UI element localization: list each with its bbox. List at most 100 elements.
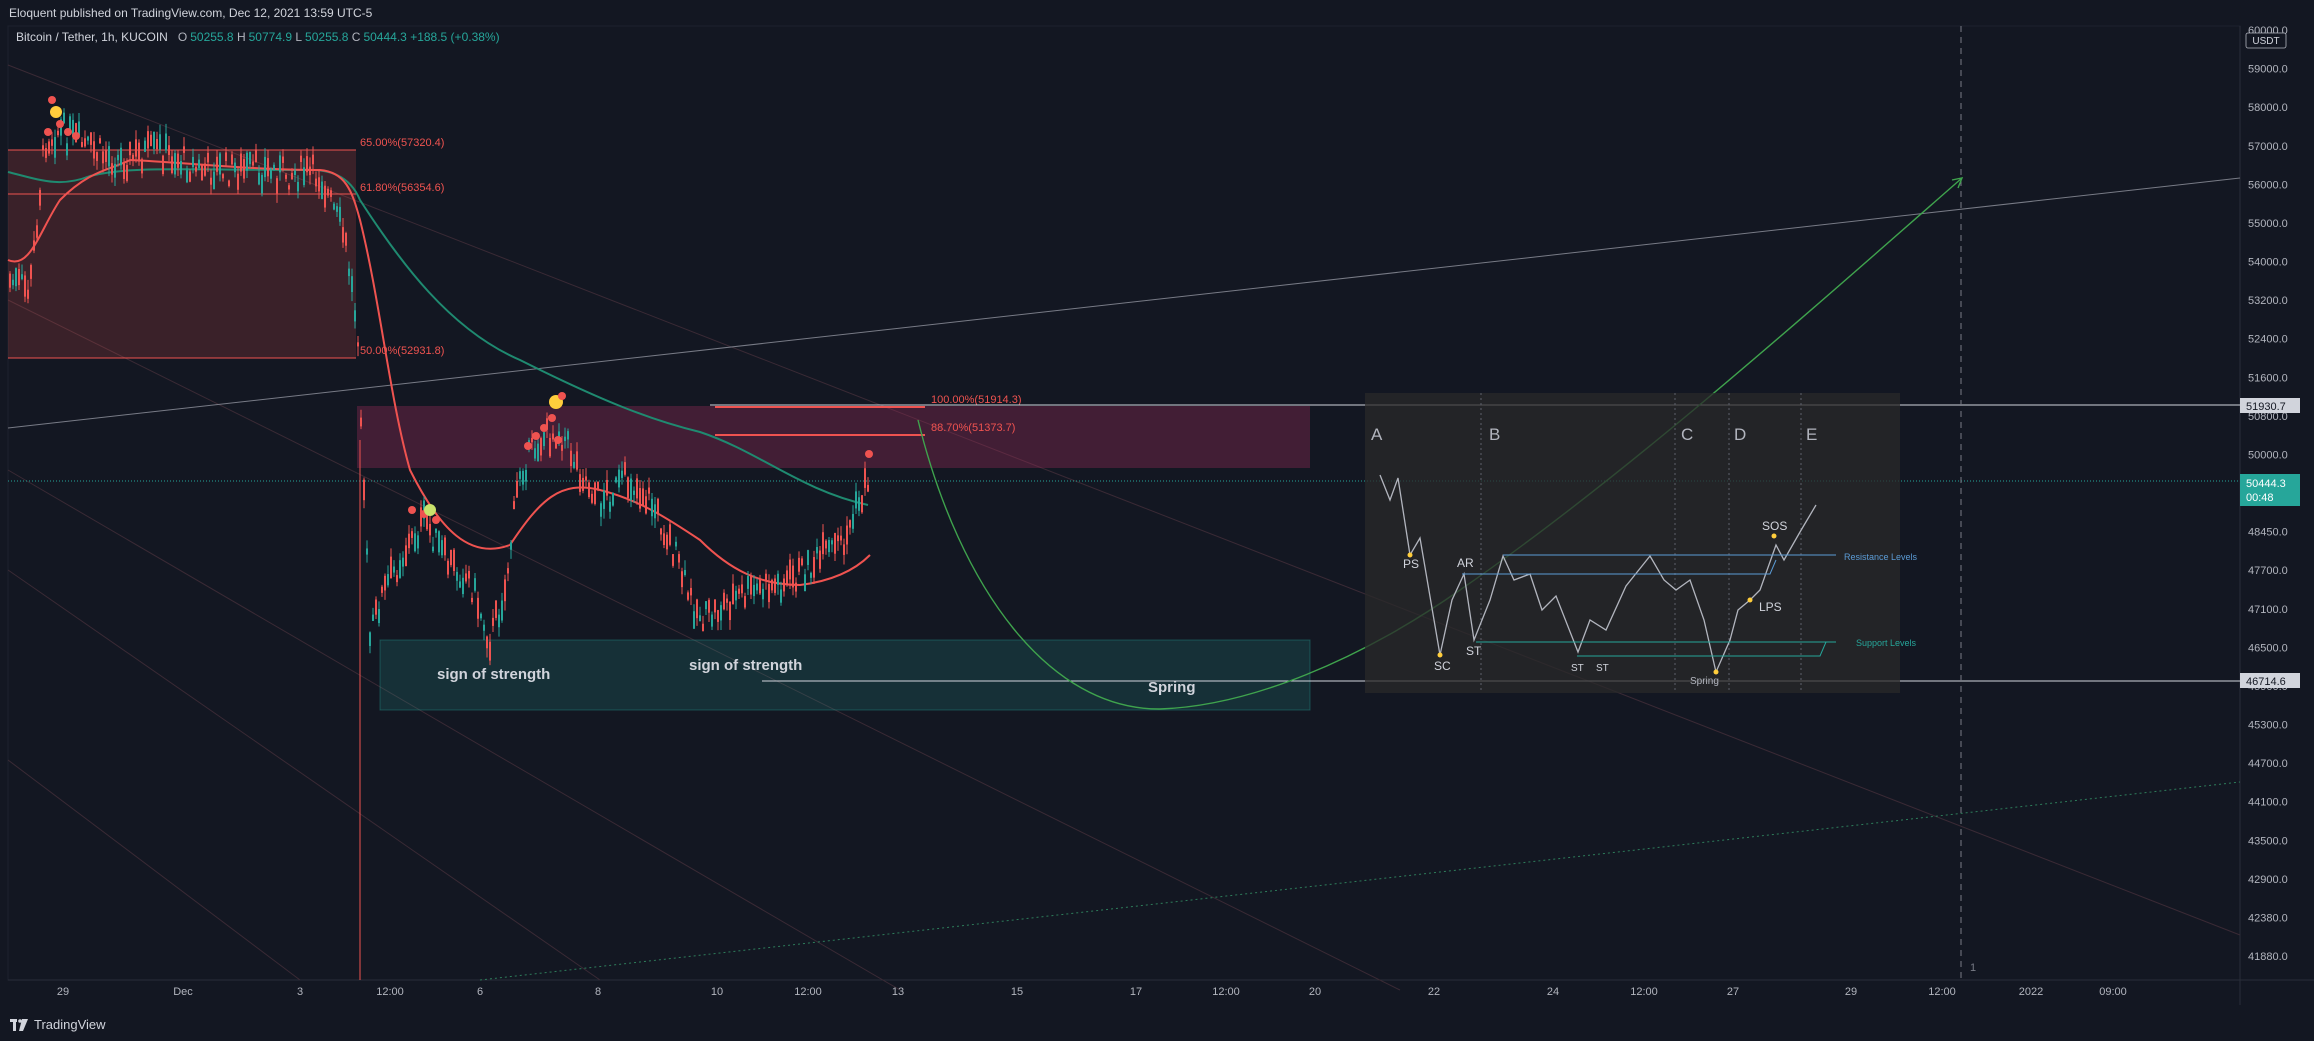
candle-body bbox=[81, 142, 83, 147]
candle-body bbox=[69, 116, 71, 135]
candle-body bbox=[219, 153, 221, 175]
candle-body bbox=[105, 150, 107, 162]
rising-grey-trendline[interactable] bbox=[7, 177, 2241, 429]
support-price-badge: 46714.6 bbox=[2240, 673, 2300, 688]
candle-body bbox=[99, 138, 101, 144]
candle-body bbox=[333, 203, 335, 210]
candle-body bbox=[834, 533, 836, 554]
candle-body bbox=[657, 498, 659, 515]
time-tick-label: 3 bbox=[297, 986, 303, 998]
candle-body bbox=[633, 490, 635, 495]
price-tick-label: 53200.0 bbox=[2248, 295, 2288, 307]
candle-body bbox=[183, 146, 185, 153]
candle-body bbox=[321, 181, 323, 199]
footer-bar: TradingView bbox=[0, 1006, 2314, 1041]
candle-body bbox=[273, 164, 275, 171]
candle-body bbox=[666, 534, 668, 550]
candle-body bbox=[459, 581, 461, 588]
fib-label-618: 61.80%(56354.6) bbox=[360, 182, 444, 194]
time-tick-label: 15 bbox=[1011, 986, 1023, 998]
candle-body bbox=[252, 161, 254, 166]
candle-body bbox=[141, 159, 143, 174]
candle-body bbox=[222, 174, 224, 179]
time-tick-label: 22 bbox=[1428, 986, 1440, 998]
candle-body bbox=[561, 444, 563, 451]
candle-body bbox=[477, 597, 479, 619]
candle-body bbox=[411, 531, 413, 538]
candle-body bbox=[453, 549, 455, 572]
phase-c: C bbox=[1681, 425, 1693, 444]
candle-body bbox=[867, 484, 869, 492]
time-tick-label: 12:00 bbox=[376, 986, 404, 998]
candle-body bbox=[462, 577, 464, 595]
candle-body bbox=[402, 557, 404, 567]
phase-a: A bbox=[1371, 425, 1383, 444]
candle-body bbox=[339, 206, 341, 222]
time-axis[interactable]: 29 Dec 3 12:00 6 8 10 12:00 13 15 17 12:00 20 22 24 12:… bbox=[57, 986, 2127, 998]
projection-curve[interactable] bbox=[917, 177, 1963, 710]
event-st-2: ST bbox=[1571, 663, 1584, 674]
candle-body bbox=[639, 488, 641, 509]
candle-body bbox=[654, 504, 656, 519]
support-zone[interactable] bbox=[379, 639, 1311, 711]
candle-body bbox=[555, 441, 557, 449]
currency-badge[interactable]: USDT bbox=[2245, 32, 2287, 49]
candle-body bbox=[18, 269, 20, 286]
candle-body bbox=[195, 166, 197, 172]
candle-body bbox=[315, 178, 317, 187]
candle-body bbox=[759, 578, 761, 594]
candle-body bbox=[597, 481, 599, 490]
candle-body bbox=[132, 154, 134, 160]
candle-body bbox=[291, 172, 293, 180]
candle-body bbox=[780, 589, 782, 603]
tradingview-logo[interactable]: TradingView bbox=[10, 1017, 106, 1032]
phase-d: D bbox=[1734, 425, 1746, 444]
candle-body bbox=[591, 493, 593, 503]
time-tick-label: 09:00 bbox=[2099, 986, 2127, 998]
price-tick-label: 43500.0 bbox=[2248, 835, 2288, 847]
candle-body bbox=[600, 503, 602, 517]
candle-body bbox=[240, 153, 242, 172]
candle-body bbox=[852, 513, 854, 529]
candle-body bbox=[198, 159, 200, 168]
price-tick-label: 45300.0 bbox=[2248, 720, 2288, 732]
candle-body bbox=[270, 168, 272, 179]
candle-body bbox=[771, 579, 773, 591]
candle-body bbox=[138, 142, 140, 162]
candle-body bbox=[420, 507, 422, 527]
price-tick-label: 56000.0 bbox=[2248, 179, 2288, 191]
candle-body bbox=[351, 276, 353, 293]
candle-body bbox=[261, 174, 263, 194]
candle-body bbox=[456, 571, 458, 581]
candle-body bbox=[87, 136, 89, 141]
candle-body bbox=[384, 575, 386, 591]
candle-body bbox=[396, 575, 398, 583]
candle-body bbox=[531, 437, 533, 443]
candle-body bbox=[822, 532, 824, 555]
rising-green-dotted-line[interactable] bbox=[479, 781, 2241, 981]
time-tick-label: Dec bbox=[173, 986, 193, 998]
resistance-zone[interactable] bbox=[357, 406, 1310, 468]
resistance-levels-label: Resistance Levels bbox=[1844, 552, 1918, 562]
price-tick-label: 47100.0 bbox=[2248, 604, 2288, 616]
candle-body bbox=[243, 159, 245, 179]
candle-body bbox=[390, 556, 392, 579]
projection-arrowhead bbox=[1951, 177, 1964, 189]
time-tick-label: 29 bbox=[57, 986, 69, 998]
candle-body bbox=[267, 158, 269, 177]
candle-body bbox=[501, 600, 503, 621]
candle-body bbox=[582, 477, 584, 491]
symbol-title[interactable]: Bitcoin / Tether, 1h, KUCOIN bbox=[16, 30, 168, 44]
price-axis[interactable]: 60000.059000.058000.057000.056000.055000… bbox=[2248, 25, 2288, 963]
price-tick-label: 57000.0 bbox=[2248, 141, 2288, 153]
candle-body bbox=[78, 121, 80, 136]
candle-body bbox=[228, 180, 230, 187]
candle-body bbox=[750, 576, 752, 595]
candle-body bbox=[51, 139, 53, 146]
candle-body bbox=[330, 190, 332, 197]
candle-body bbox=[378, 609, 380, 624]
candle-body bbox=[126, 165, 128, 181]
candle-body bbox=[756, 583, 758, 591]
